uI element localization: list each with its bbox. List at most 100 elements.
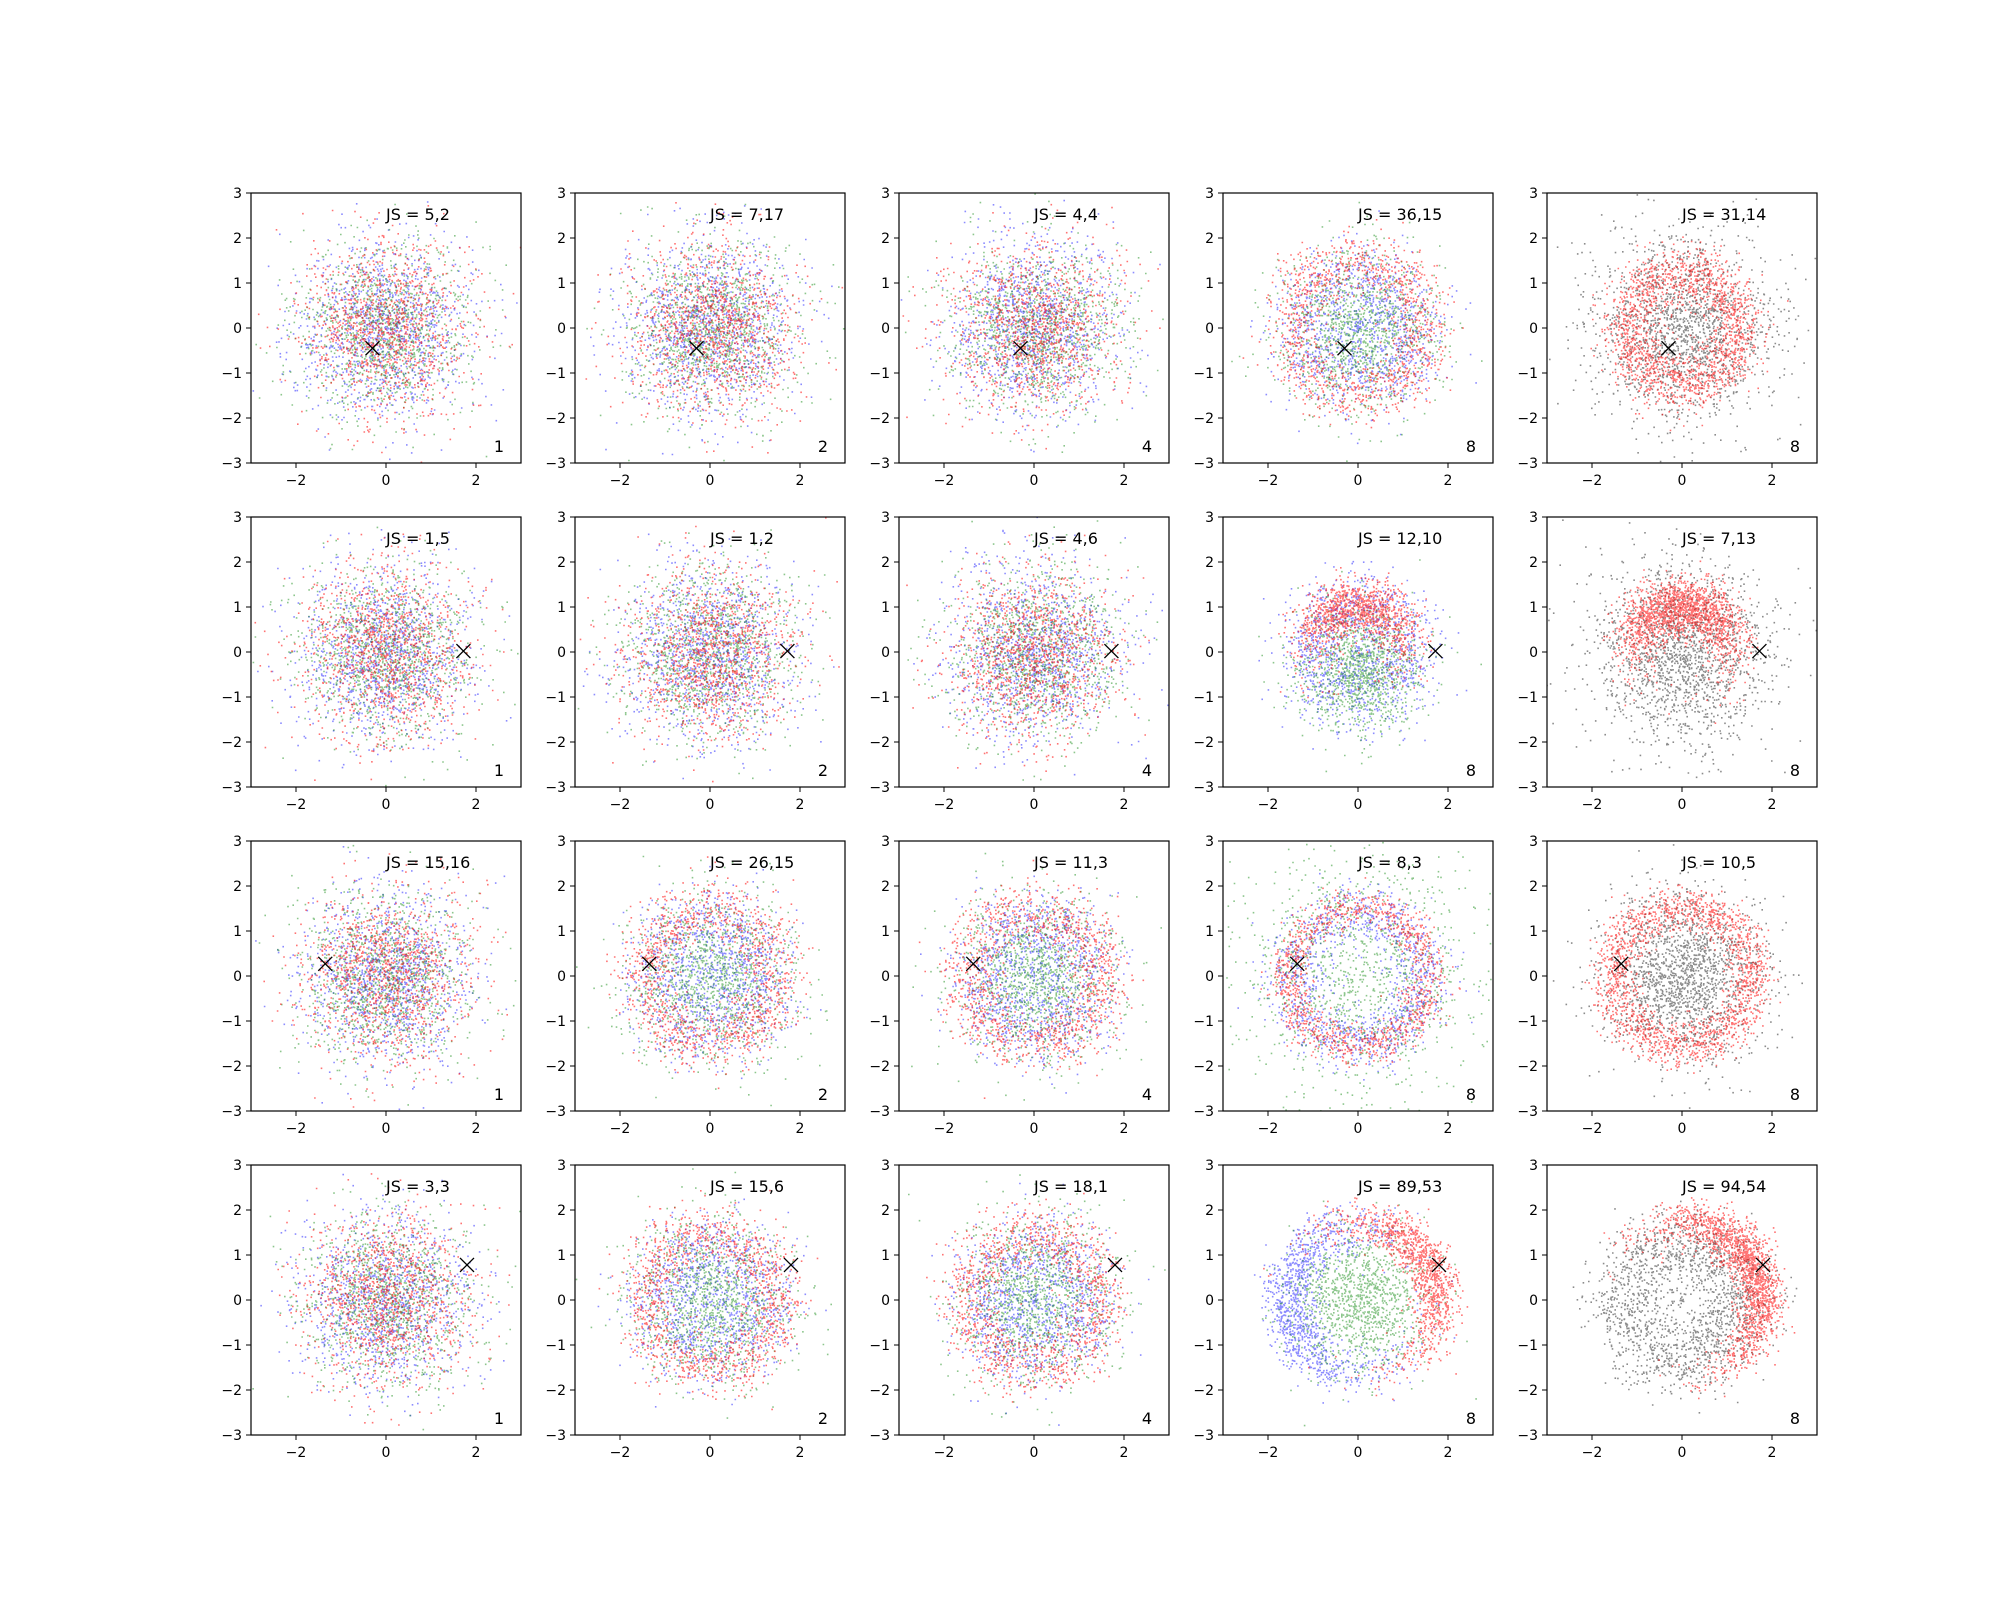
x-tick-label: 0 bbox=[1678, 797, 1687, 813]
scatter-points bbox=[1258, 559, 1482, 773]
y-tick-label: −2 bbox=[1193, 1059, 1214, 1075]
y-tick-label: 3 bbox=[1529, 1158, 1538, 1174]
x-marker bbox=[1431, 1257, 1447, 1273]
k-annotation: 4 bbox=[1142, 1409, 1152, 1428]
series-red-points bbox=[1242, 219, 1464, 429]
axes-frame bbox=[574, 1164, 846, 1436]
y-tick-label: −1 bbox=[545, 690, 566, 706]
y-tick-label: −3 bbox=[221, 780, 242, 796]
y-tick-label: 1 bbox=[881, 1248, 890, 1264]
series-blue-points bbox=[1237, 872, 1480, 1081]
y-tick-label: −3 bbox=[221, 456, 242, 472]
y-tick-label: −1 bbox=[1193, 1338, 1214, 1354]
x-tick-label: −2 bbox=[610, 1121, 631, 1137]
x-tick-label: 0 bbox=[1030, 1445, 1039, 1461]
y-tick-label: 1 bbox=[557, 276, 566, 292]
scatter-points bbox=[908, 1174, 1166, 1426]
y-tick-label: −2 bbox=[869, 1383, 890, 1399]
y-tick-label: −1 bbox=[1517, 690, 1538, 706]
series-blue-points bbox=[252, 201, 518, 463]
series-green-points bbox=[1258, 559, 1482, 773]
y-tick-label: −3 bbox=[1193, 1428, 1214, 1444]
js-annotation: JS = 3,3 bbox=[385, 1177, 450, 1196]
y-tick-label: −3 bbox=[869, 456, 890, 472]
y-tick-label: −1 bbox=[869, 690, 890, 706]
panel-r1-c3: −2 0 2 −3 −2 −1 0 1 2 3 JS = 4,4 4 bbox=[869, 186, 1170, 489]
y-tick-label: −1 bbox=[545, 1338, 566, 1354]
k-annotation: 8 bbox=[1466, 437, 1476, 456]
y-tick-label: 1 bbox=[1529, 600, 1538, 616]
x-marker bbox=[689, 340, 704, 356]
series-red-points bbox=[585, 202, 844, 454]
series-blue-points bbox=[257, 529, 512, 772]
series-green-points bbox=[586, 203, 845, 462]
series-green-points bbox=[1261, 1200, 1477, 1427]
js-annotation: JS = 26,15 bbox=[709, 853, 794, 872]
y-tick-label: 1 bbox=[233, 924, 242, 940]
x-marker bbox=[783, 1257, 799, 1273]
y-tick-label: 2 bbox=[233, 555, 242, 571]
y-tick-label: 0 bbox=[1205, 1293, 1214, 1309]
js-annotation: JS = 1,2 bbox=[709, 529, 774, 548]
x-marker bbox=[1107, 1257, 1123, 1273]
k-annotation: 2 bbox=[818, 1409, 828, 1428]
x-tick-label: −2 bbox=[1258, 473, 1279, 489]
y-tick-label: 1 bbox=[881, 276, 890, 292]
js-annotation: JS = 15,16 bbox=[385, 853, 470, 872]
x-tick-label: 0 bbox=[1030, 1121, 1039, 1137]
scatter-points bbox=[1253, 1197, 1477, 1427]
y-tick-label: −2 bbox=[1517, 1059, 1538, 1075]
y-tick-label: 0 bbox=[1529, 969, 1538, 985]
y-tick-label: 0 bbox=[881, 645, 890, 661]
k-annotation: 4 bbox=[1142, 761, 1152, 780]
axes-frame bbox=[1222, 840, 1494, 1112]
x-tick-label: −2 bbox=[934, 1445, 955, 1461]
series-blue-points bbox=[1258, 560, 1468, 750]
y-tick-label: 3 bbox=[1529, 186, 1538, 202]
y-tick-label: −3 bbox=[1193, 456, 1214, 472]
x-marker bbox=[1337, 340, 1352, 356]
x-tick-label: 2 bbox=[1444, 1445, 1453, 1461]
x-tick-label: 0 bbox=[382, 473, 391, 489]
series-red-points bbox=[902, 203, 1161, 450]
panel-r3-c5: −2 0 2 −3 −2 −1 0 1 2 3 JS = 10,5 8 bbox=[1517, 834, 1818, 1137]
series-red-points bbox=[906, 534, 1150, 772]
x-tick-label: 0 bbox=[1678, 1121, 1687, 1137]
js-annotation: JS = 15,6 bbox=[709, 1177, 784, 1196]
series-red-points bbox=[1263, 1197, 1469, 1401]
x-tick-label: 0 bbox=[1354, 1445, 1363, 1461]
js-annotation: JS = 11,3 bbox=[1033, 853, 1108, 872]
x-tick-label: 2 bbox=[1120, 473, 1129, 489]
x-tick-label: 2 bbox=[1120, 1121, 1129, 1137]
x-tick-label: 0 bbox=[1354, 473, 1363, 489]
x-tick-label: 2 bbox=[472, 1445, 481, 1461]
scatter-points bbox=[252, 526, 519, 787]
x-tick-label: 2 bbox=[472, 1121, 481, 1137]
x-tick-label: −2 bbox=[1582, 473, 1603, 489]
k-annotation: 2 bbox=[818, 437, 828, 456]
js-annotation: JS = 7,13 bbox=[1681, 529, 1756, 548]
y-tick-label: −3 bbox=[545, 1428, 566, 1444]
series-black-points bbox=[1552, 844, 1803, 1111]
y-tick-label: 2 bbox=[1205, 879, 1214, 895]
y-tick-label: 0 bbox=[233, 645, 242, 661]
y-tick-label: 3 bbox=[1205, 834, 1214, 850]
y-tick-label: 2 bbox=[1205, 231, 1214, 247]
panel-r4-c4: −2 0 2 −3 −2 −1 0 1 2 3 JS = 89,53 8 bbox=[1193, 1158, 1494, 1461]
y-tick-label: 3 bbox=[1205, 510, 1214, 526]
axes-frame bbox=[574, 840, 846, 1112]
series-black-points bbox=[1572, 1200, 1798, 1414]
y-tick-label: −2 bbox=[869, 1059, 890, 1075]
series-blue-points bbox=[920, 875, 1134, 1094]
y-tick-label: 2 bbox=[233, 231, 242, 247]
y-tick-label: −3 bbox=[1193, 780, 1214, 796]
scatter-points bbox=[576, 855, 828, 1107]
panel-r1-c2: −2 0 2 −3 −2 −1 0 1 2 3 JS = 7,17 2 bbox=[545, 186, 846, 489]
x-marker bbox=[965, 956, 981, 972]
y-tick-label: −1 bbox=[221, 690, 242, 706]
x-tick-label: −2 bbox=[610, 473, 631, 489]
y-tick-label: −3 bbox=[1517, 1428, 1538, 1444]
y-tick-label: 1 bbox=[881, 924, 890, 940]
x-marker bbox=[365, 340, 380, 356]
js-annotation: JS = 5,2 bbox=[385, 205, 450, 224]
